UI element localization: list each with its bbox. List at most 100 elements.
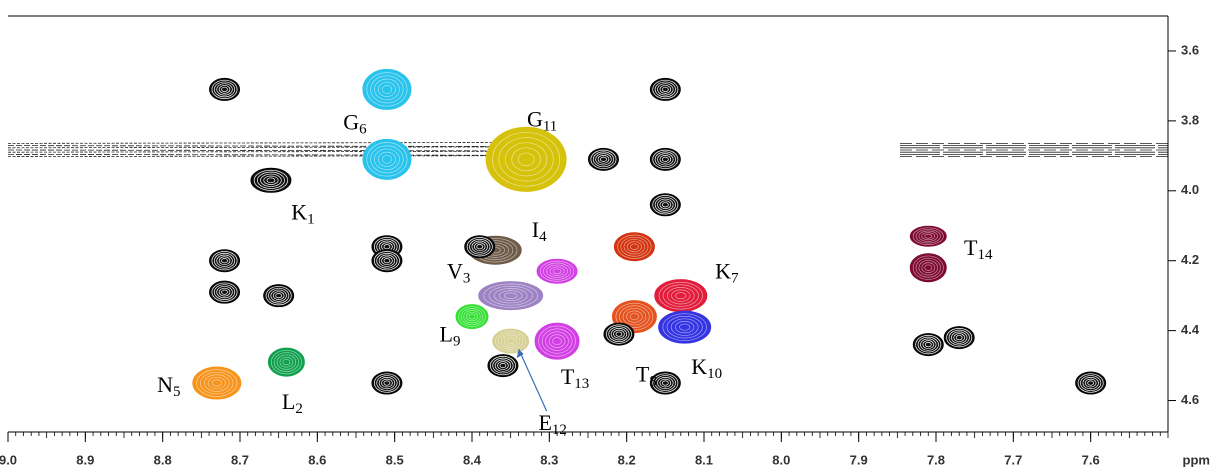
contour bbox=[458, 306, 486, 328]
contour bbox=[549, 266, 565, 276]
contour bbox=[497, 361, 509, 370]
contour bbox=[499, 363, 507, 369]
peak bbox=[362, 68, 412, 110]
peak bbox=[534, 322, 580, 360]
contour bbox=[924, 264, 933, 271]
residue: T bbox=[636, 362, 650, 387]
noise-streak bbox=[7, 146, 561, 149]
contour bbox=[915, 335, 942, 355]
contour bbox=[250, 167, 292, 193]
contour bbox=[473, 242, 486, 252]
contour bbox=[615, 331, 623, 337]
contour bbox=[659, 200, 672, 210]
residue-number: 6 bbox=[359, 122, 367, 138]
contour bbox=[675, 292, 687, 300]
contour bbox=[476, 244, 484, 250]
contour bbox=[590, 149, 617, 169]
x-tick-label: 8.5 bbox=[386, 452, 404, 467]
peak bbox=[250, 167, 292, 193]
contour bbox=[548, 334, 566, 348]
contour bbox=[948, 329, 970, 346]
peak-label: K7 bbox=[715, 259, 739, 287]
contour bbox=[659, 155, 672, 164]
contour bbox=[504, 142, 548, 177]
contour bbox=[218, 85, 231, 94]
contour bbox=[196, 369, 238, 397]
peak bbox=[192, 366, 242, 400]
peak-label: I4 bbox=[532, 217, 547, 245]
residue: V bbox=[447, 259, 463, 284]
residue-number: 13 bbox=[574, 377, 589, 393]
peak bbox=[485, 126, 567, 192]
contour bbox=[1077, 373, 1104, 393]
contour bbox=[597, 155, 610, 164]
contour bbox=[221, 289, 228, 295]
contour bbox=[613, 329, 625, 339]
contour bbox=[654, 196, 676, 213]
contour bbox=[615, 302, 654, 331]
contour bbox=[265, 286, 292, 306]
y-tick-label: 4.2 bbox=[1181, 252, 1199, 267]
residue: E bbox=[538, 410, 551, 435]
peaks bbox=[192, 68, 1107, 400]
contour bbox=[511, 147, 541, 172]
contour bbox=[671, 289, 691, 302]
peak bbox=[658, 310, 712, 344]
peak-label: T8 bbox=[636, 362, 657, 390]
contour bbox=[654, 81, 676, 98]
x-tick-label: 9.0 bbox=[0, 452, 17, 467]
contour bbox=[915, 257, 941, 278]
contour bbox=[652, 195, 679, 215]
contour bbox=[503, 292, 518, 299]
x-tick-label: 8.4 bbox=[463, 452, 482, 467]
peak bbox=[909, 225, 947, 247]
contour bbox=[469, 238, 491, 255]
contour bbox=[383, 380, 391, 386]
contour bbox=[270, 289, 287, 302]
peak bbox=[267, 347, 305, 377]
contour bbox=[909, 253, 947, 283]
contour bbox=[213, 284, 236, 300]
contour bbox=[483, 283, 538, 308]
contour bbox=[376, 375, 398, 391]
contour bbox=[362, 138, 412, 180]
peak bbox=[603, 322, 635, 346]
contour bbox=[917, 336, 939, 353]
contour bbox=[613, 232, 655, 262]
contour bbox=[381, 378, 393, 388]
peak bbox=[654, 279, 708, 313]
peak bbox=[912, 333, 944, 357]
contour bbox=[253, 169, 289, 191]
contour bbox=[658, 310, 712, 344]
contour bbox=[536, 258, 578, 284]
contour bbox=[657, 153, 674, 166]
peak-label: L2 bbox=[282, 389, 303, 417]
contour bbox=[1087, 380, 1095, 386]
peak bbox=[613, 232, 655, 262]
contour bbox=[463, 310, 481, 324]
peak bbox=[209, 77, 241, 101]
peak-label: T13 bbox=[561, 364, 589, 392]
peak-label: K1 bbox=[291, 199, 314, 227]
contour bbox=[552, 268, 562, 274]
residue-number: 11 bbox=[543, 119, 557, 135]
contour bbox=[654, 151, 676, 168]
contour bbox=[211, 379, 222, 387]
contour bbox=[492, 132, 561, 187]
contour bbox=[534, 322, 580, 360]
contour bbox=[377, 81, 396, 97]
contour bbox=[503, 336, 518, 346]
contour bbox=[383, 258, 391, 264]
peak bbox=[649, 193, 681, 217]
contour bbox=[543, 262, 572, 280]
contour bbox=[211, 251, 238, 271]
contour bbox=[211, 282, 238, 302]
x-tick-label: 8.7 bbox=[231, 452, 249, 467]
contour bbox=[213, 81, 236, 98]
contour bbox=[383, 244, 391, 250]
contour bbox=[381, 85, 393, 94]
contour bbox=[662, 313, 707, 341]
contour bbox=[478, 281, 544, 311]
contour bbox=[378, 254, 396, 267]
